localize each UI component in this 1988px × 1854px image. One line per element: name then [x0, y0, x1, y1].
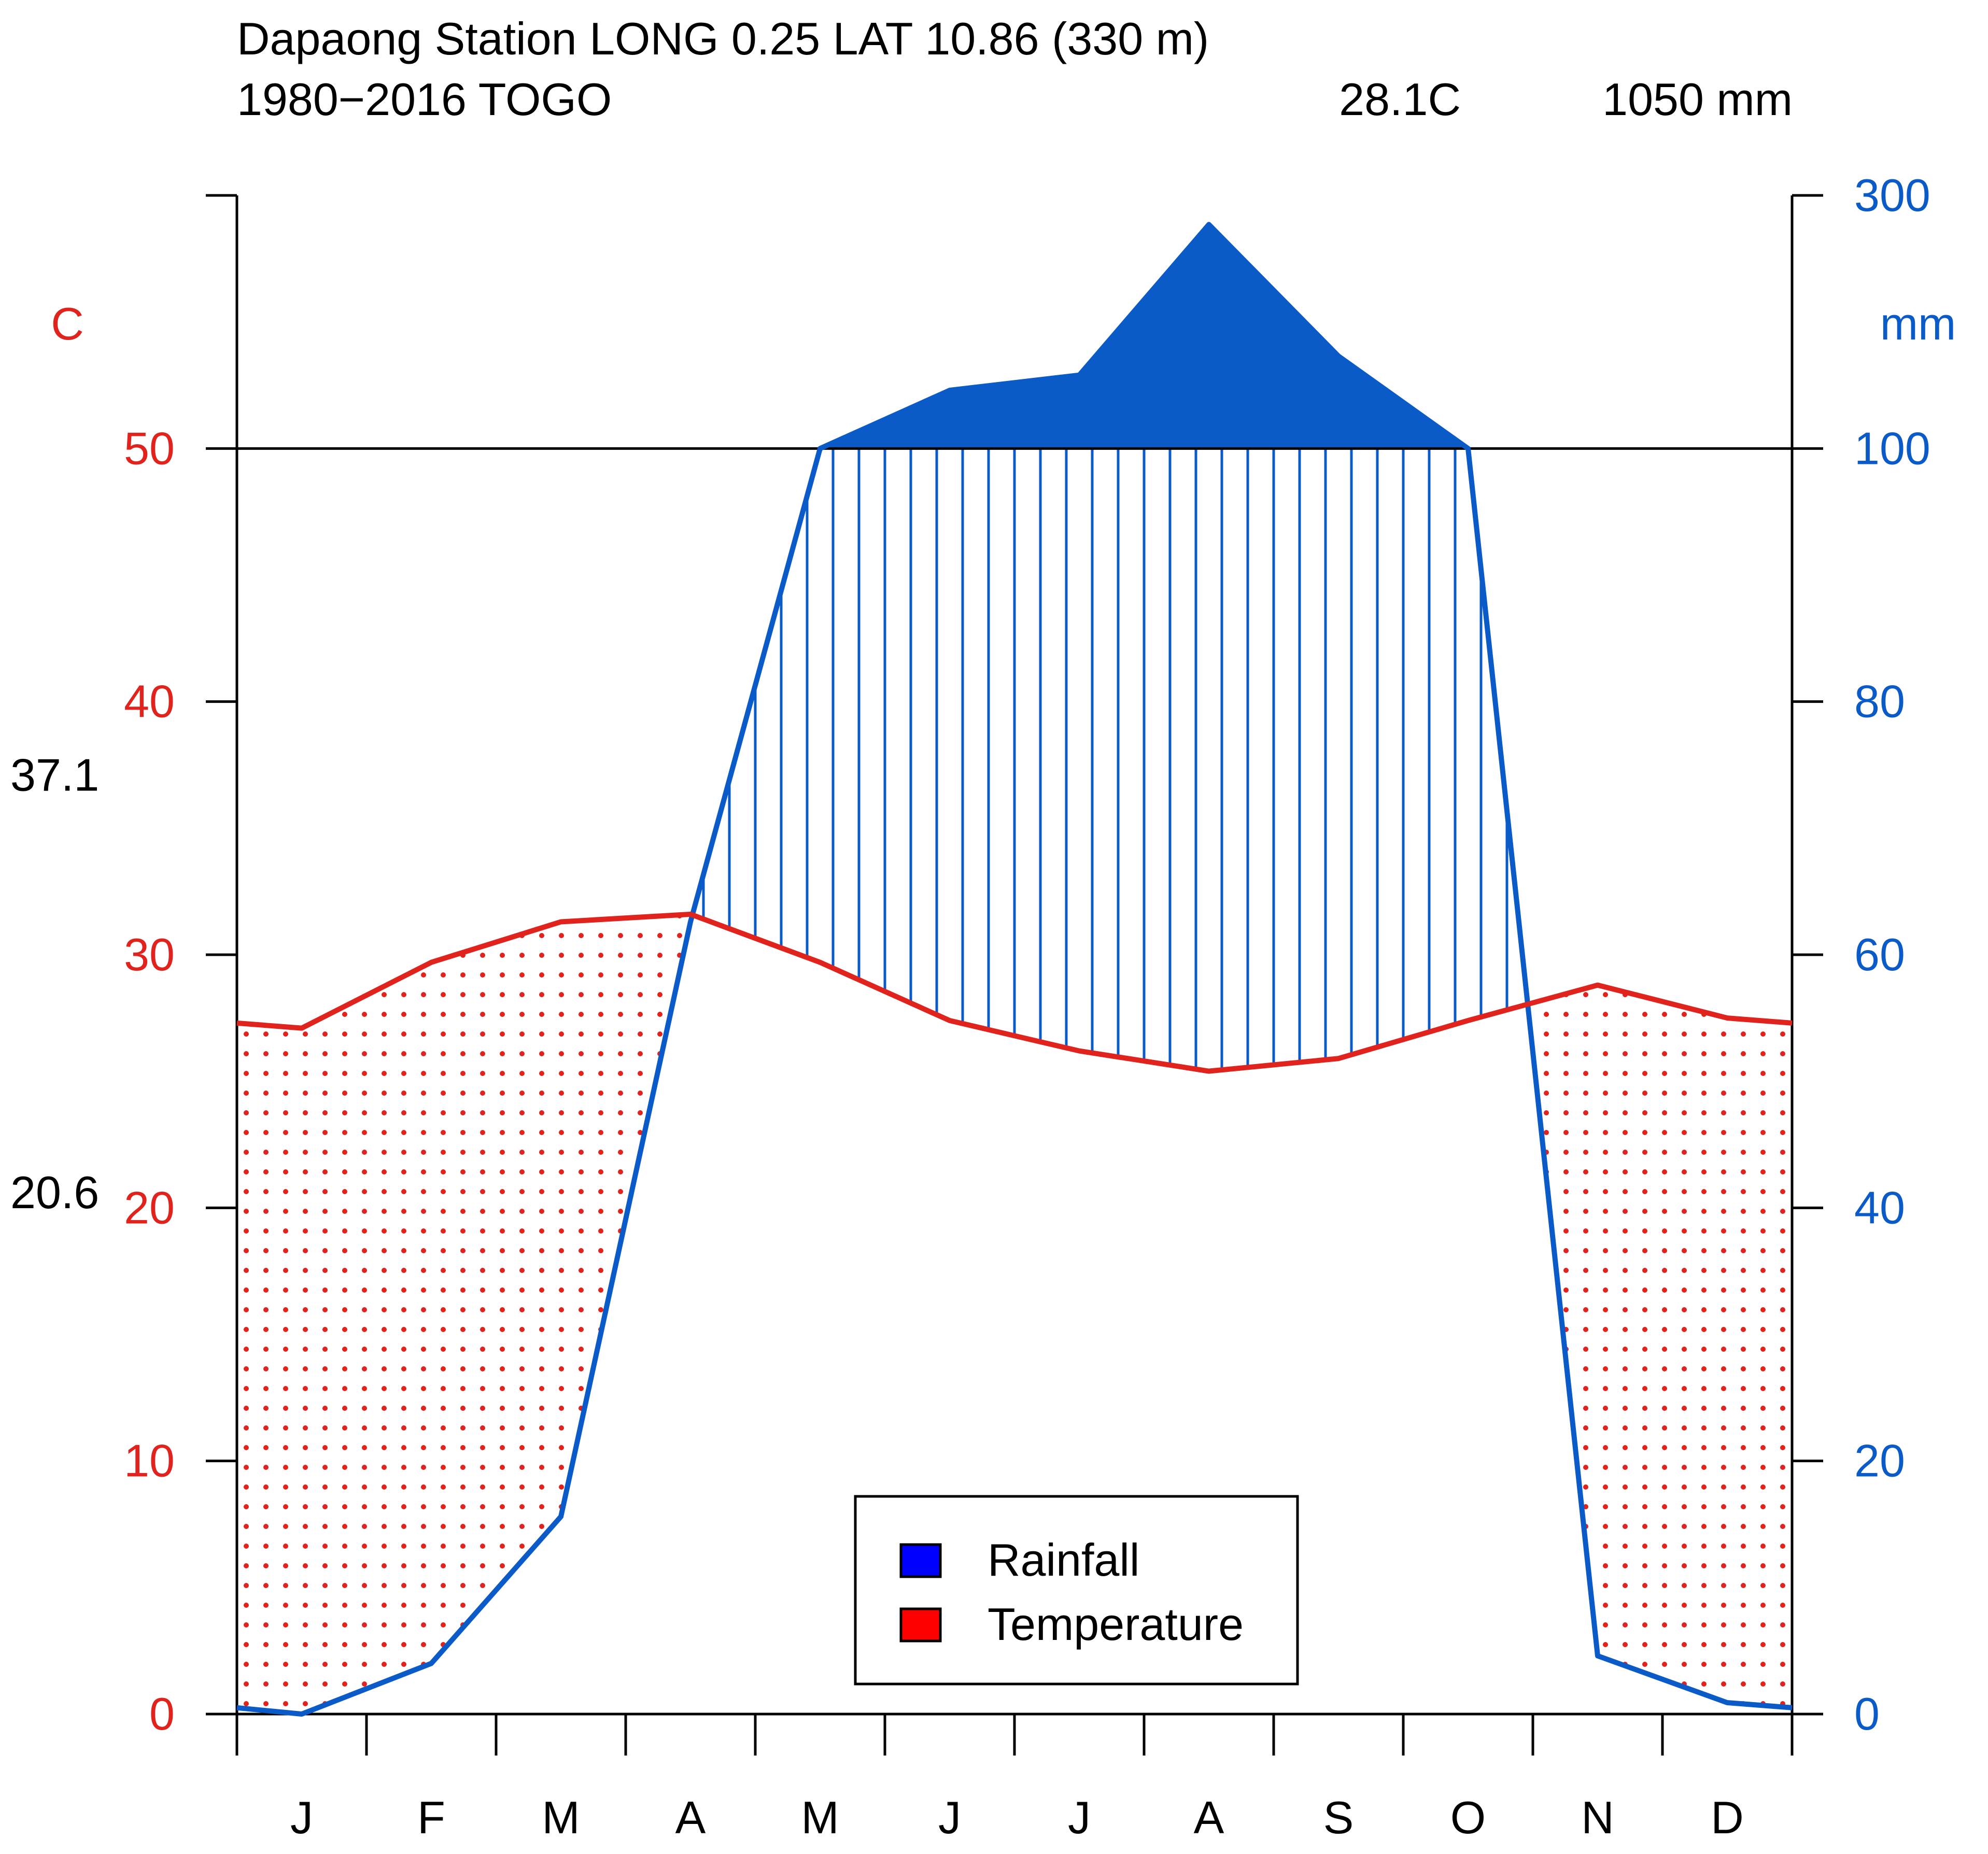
right-axis-unit: mm: [1880, 298, 1956, 349]
month-label: O: [1450, 1792, 1486, 1843]
right-tick-label: 80: [1854, 676, 1905, 727]
left-tick-label: 40: [124, 676, 175, 727]
left-tick-label: 50: [124, 422, 175, 474]
month-label: A: [675, 1792, 706, 1843]
right-tick-label: 20: [1854, 1435, 1905, 1487]
left-tick-label: 10: [124, 1435, 175, 1487]
right-tick-label: 300: [1854, 169, 1930, 221]
legend-label-temperature: Temperature: [988, 1598, 1244, 1650]
month-label: F: [417, 1792, 445, 1843]
right-tick-label: 60: [1854, 929, 1905, 980]
wet-season-fill: [820, 224, 1469, 449]
rainfall-line: [236, 222, 1793, 1717]
month-label: N: [1581, 1792, 1614, 1843]
left-tick-label: 0: [149, 1688, 175, 1739]
side-value-label: 37.1: [10, 749, 99, 800]
title-line-2: 1980−2016 TOGO: [237, 74, 612, 125]
right-tick-label: 100: [1854, 422, 1930, 474]
title-line-1: Dapaong Station LONG 0.25 LAT 10.86 (330…: [237, 13, 1209, 64]
left-tick-label: 30: [124, 929, 175, 980]
mean-temperature-label: 28.1C: [1339, 74, 1461, 125]
month-label: M: [542, 1792, 580, 1843]
legend: Rainfall Temperature: [854, 1495, 1299, 1686]
annual-rainfall-label: 1050 mm: [1602, 74, 1793, 125]
month-label: A: [1194, 1792, 1224, 1843]
right-tick-label: 0: [1854, 1688, 1880, 1739]
temperature-line: [236, 911, 1793, 1074]
right-tick-label: 40: [1854, 1182, 1905, 1233]
left-tick-label: 20: [124, 1182, 175, 1233]
month-label: S: [1323, 1792, 1354, 1843]
legend-swatch-rainfall: [899, 1543, 942, 1578]
month-label: J: [1068, 1792, 1091, 1843]
month-label: M: [801, 1792, 839, 1843]
month-label: J: [938, 1792, 961, 1843]
left-axis-unit: C: [51, 298, 84, 349]
legend-swatch-temperature: [899, 1607, 942, 1643]
month-label: D: [1711, 1792, 1744, 1843]
legend-label-rainfall: Rainfall: [988, 1534, 1139, 1586]
legend-box: [854, 1495, 1299, 1686]
side-value-label: 20.6: [10, 1167, 99, 1218]
month-label: J: [290, 1792, 313, 1843]
